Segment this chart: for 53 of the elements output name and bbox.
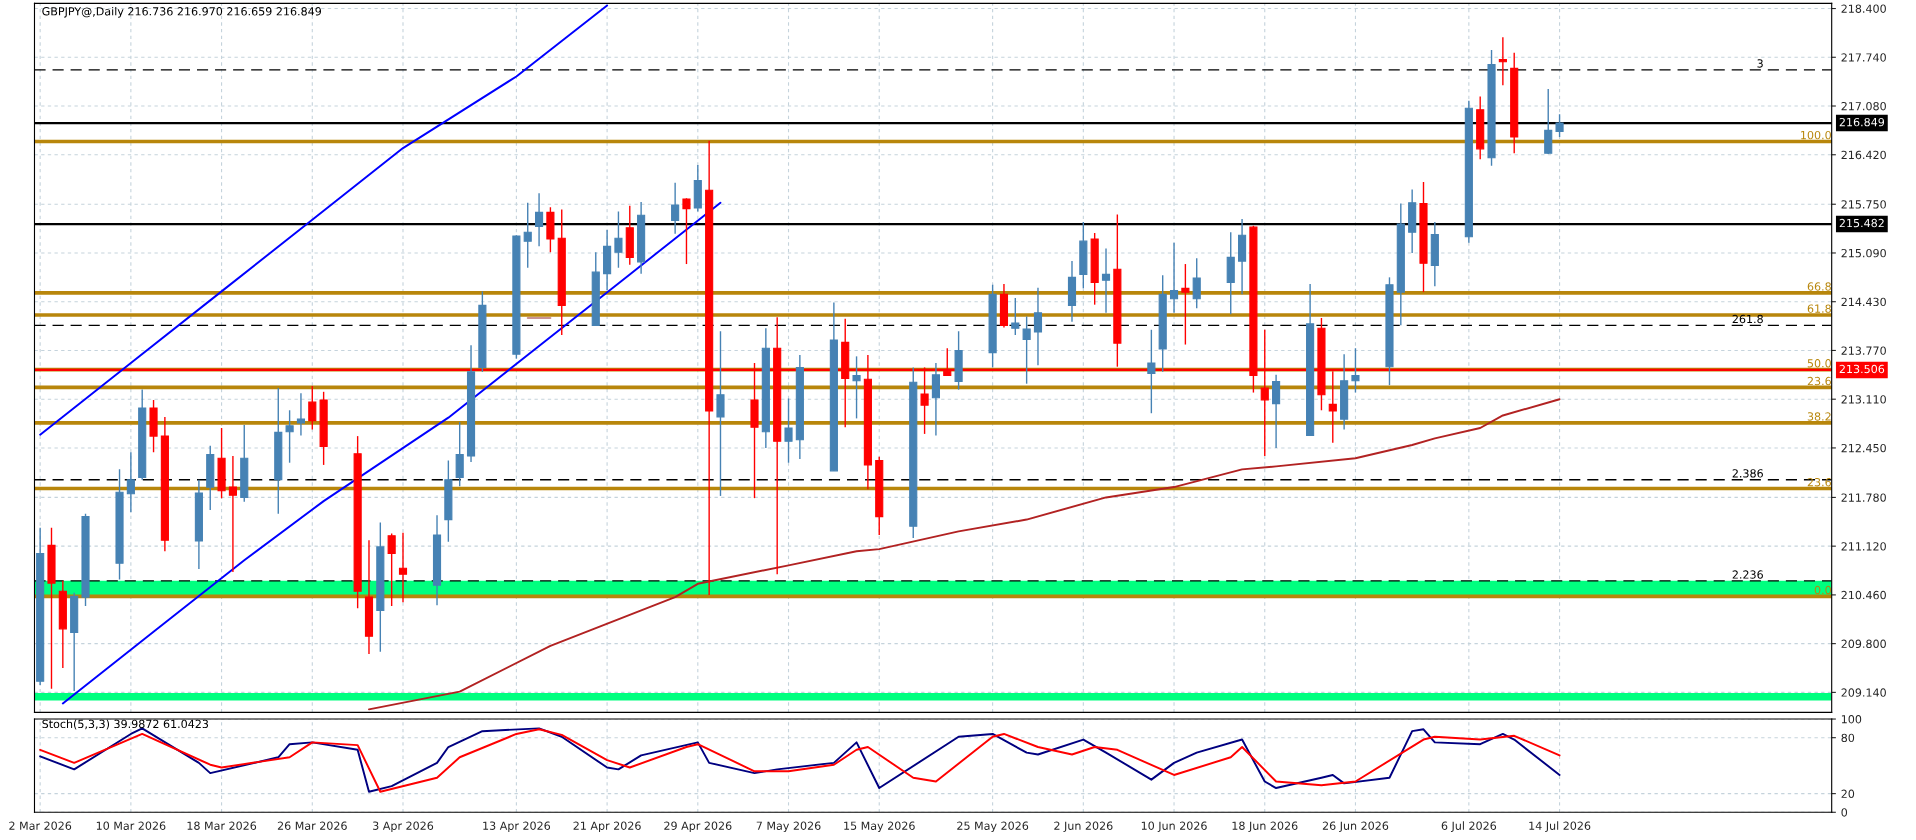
x-tick-label: 13 Apr 2026: [483, 821, 551, 833]
annotation: 61.8: [1807, 304, 1831, 313]
ref-line-label: 213.506: [1839, 364, 1885, 374]
annotation: 23.6: [1807, 376, 1831, 386]
x-tick-label: 7 May 2026: [756, 821, 821, 833]
annotation: 2.236: [1732, 570, 1763, 579]
y-tick-label: 212.450: [1841, 443, 1886, 453]
x-tick-label: 25 May 2026: [957, 821, 1029, 833]
x-tick-label: 3 Apr 2026: [373, 821, 434, 833]
chart-title: Stoch(5,3,3) 39.9872 61.0423: [42, 719, 209, 730]
x-tick-label: 18 Mar 2026: [187, 821, 257, 830]
x-tick-label: 26 Jun 2026: [1322, 821, 1389, 832]
y-tick-label: 210.460: [1841, 590, 1886, 600]
annotation: 2.386: [1732, 469, 1763, 478]
y-tick-label: 209.800: [1841, 639, 1886, 649]
x-tick-label: 10 Mar 2026: [96, 821, 166, 830]
y-tick-label: 217.740: [1841, 53, 1886, 62]
y-tick-label: 100: [1841, 715, 1862, 724]
y-tick-label: 218.400: [1841, 4, 1886, 13]
y-tick-label: 20: [1841, 789, 1855, 799]
annotation: 3: [1757, 59, 1763, 68]
y-tick-label: 215.090: [1841, 248, 1886, 258]
x-tick-label: 26 Mar 2026: [277, 821, 347, 830]
y-tick-label: 0: [1841, 808, 1848, 817]
x-tick-label: 10 Jun 2026: [1141, 821, 1207, 832]
y-tick-label: 214.430: [1841, 297, 1886, 307]
x-tick-label: 29 Apr 2026: [664, 821, 732, 833]
annotation: 66.8: [1807, 282, 1831, 291]
annotation: 100.0: [1801, 130, 1831, 140]
x-tick-label: 6 Jul 2026: [1441, 821, 1497, 832]
y-tick-label: 80: [1841, 733, 1855, 743]
x-tick-label: 15 May 2026: [844, 821, 915, 833]
y-tick-label: 216.420: [1841, 150, 1886, 160]
ref-line-label: 216.849: [1839, 117, 1885, 127]
annotation: 0.0: [1814, 585, 1831, 595]
chart-title: GBPJPY@,Daily 216.736 216.970 216.659 216.849: [42, 6, 322, 18]
x-tick-label: 2 Jun 2026: [1054, 821, 1113, 832]
x-tick-label: 21 Apr 2026: [573, 821, 641, 833]
x-tick-label: 14 Jul 2026: [1529, 821, 1591, 832]
annotation: 50.0: [1807, 359, 1831, 368]
x-tick-label: 18 Jun 2026: [1232, 821, 1298, 832]
annotation: 23.6: [1807, 478, 1831, 487]
y-tick-label: 213.110: [1841, 395, 1886, 404]
y-tick-label: 209.140: [1841, 688, 1886, 697]
x-tick-label: 2 Mar 2026: [9, 821, 72, 830]
y-tick-label: 211.120: [1841, 542, 1886, 551]
annotation: 261.8: [1732, 314, 1763, 324]
y-tick-label: 215.750: [1841, 200, 1886, 209]
ref-line-label: 215.482: [1839, 218, 1884, 228]
y-tick-label: 211.780: [1841, 493, 1886, 502]
annotation: 38.2: [1807, 412, 1831, 421]
y-tick-label: 213.770: [1841, 346, 1886, 355]
y-tick-label: 217.080: [1841, 101, 1886, 111]
